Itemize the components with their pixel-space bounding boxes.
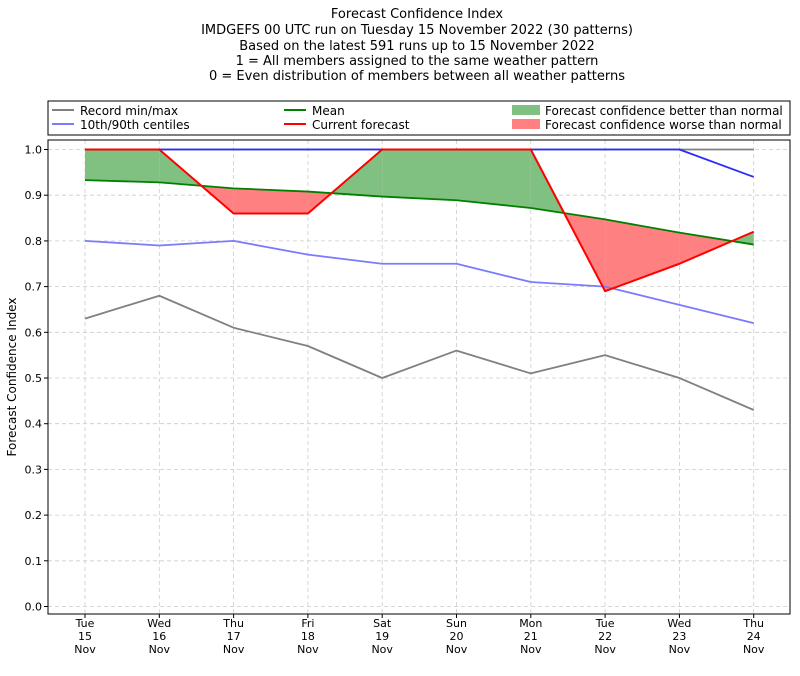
x-tick-label: Fri 18 Nov	[297, 617, 319, 656]
title-line-4: 1 = All members assigned to the same wea…	[236, 54, 599, 69]
legend-label: Current forecast	[312, 118, 410, 132]
legend-label: Mean	[312, 104, 345, 118]
plot-frame	[47, 139, 791, 615]
x-tick-label: Tue 15 Nov	[74, 617, 96, 656]
title-line-3: Based on the latest 591 runs up to 15 No…	[239, 39, 595, 54]
fill-worse-than-normal	[679, 232, 733, 264]
legend: Record min/max Mean Forecast confidence be…	[47, 100, 791, 136]
x-tick-label: Wed 23 Nov	[667, 617, 691, 656]
y-tick-label: 0.6	[25, 326, 43, 339]
y-tick-label: 0.7	[25, 281, 43, 294]
current-forecast-line	[85, 148, 755, 293]
y-tick-label: 0.4	[25, 418, 43, 431]
y-tick-label: 0.1	[25, 555, 43, 568]
y-tick-label: 0.9	[25, 189, 43, 202]
legend-label: Forecast confidence better than normal	[545, 104, 783, 118]
fill-worse-than-normal	[605, 219, 680, 292]
x-axis-ticks: Tue 15 Nov Wed 16 Nov Thu 17 Nov Fri 18 Nov Sat 19 Nov…	[74, 614, 765, 656]
x-tick-label: Sun 20 Nov	[446, 617, 468, 656]
legend-label: 10th/90th centiles	[80, 118, 190, 132]
x-tick-label: Tue 22 Nov	[594, 617, 616, 656]
y-tick-label: 0.0	[25, 601, 43, 614]
y-tick-label: 1.0	[25, 144, 43, 157]
fill-better-than-normal	[85, 149, 160, 183]
fill-better-than-normal	[382, 149, 457, 201]
plot-area: 0.0 0.1 0.2 0.3 0.4 0.5 0.6 0.7 0.8 0.9 1.0 Tue 15 N…	[5, 139, 791, 656]
y-tick-label: 0.2	[25, 509, 43, 522]
title-line-5: 0 = Even distribution of members between…	[209, 69, 625, 84]
x-tick-label: Thu 24 Nov	[742, 617, 765, 656]
series-lines	[84, 148, 755, 411]
centile-10-line	[84, 239, 754, 325]
legend-swatch	[512, 119, 540, 129]
fill-better-than-normal	[456, 149, 531, 208]
chart-title: Forecast Confidence Index IMDGEFS 00 UTC…	[201, 7, 633, 84]
x-tick-label: Thu 17 Nov	[222, 617, 245, 656]
legend-swatch	[512, 105, 540, 115]
y-tick-label: 0.8	[25, 235, 43, 248]
y-tick-label: 0.3	[25, 463, 43, 476]
fill-worse-than-normal	[233, 188, 308, 214]
record-min-line	[84, 294, 755, 411]
legend-label: Record min/max	[80, 104, 178, 118]
title-line-1: Forecast Confidence Index	[331, 7, 503, 22]
grid	[48, 140, 790, 614]
y-axis-ticks: 0.0 0.1 0.2 0.3 0.4 0.5 0.6 0.7 0.8 0.9 1.0	[25, 144, 48, 614]
x-tick-label: Mon 21 Nov	[519, 617, 542, 656]
legend-frame	[47, 100, 791, 136]
title-line-2: IMDGEFS 00 UTC run on Tuesday 15 Novembe…	[201, 23, 633, 38]
y-tick-label: 0.5	[25, 372, 43, 385]
y-axis-label: Forecast Confidence Index	[5, 298, 19, 457]
legend-label: Forecast confidence worse than normal	[545, 118, 782, 132]
x-tick-label: Wed 16 Nov	[147, 617, 171, 656]
mean-line	[84, 179, 754, 246]
x-tick-label: Sat 19 Nov	[371, 617, 393, 656]
